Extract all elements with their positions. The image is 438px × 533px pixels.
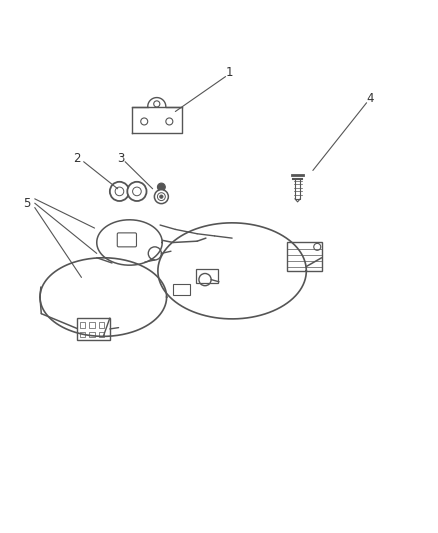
Circle shape xyxy=(157,183,165,191)
FancyBboxPatch shape xyxy=(287,243,321,271)
FancyBboxPatch shape xyxy=(89,322,95,328)
Circle shape xyxy=(110,182,129,201)
FancyBboxPatch shape xyxy=(196,269,218,283)
FancyBboxPatch shape xyxy=(99,332,104,337)
FancyBboxPatch shape xyxy=(173,284,190,295)
Circle shape xyxy=(154,190,168,204)
FancyBboxPatch shape xyxy=(80,332,85,337)
FancyBboxPatch shape xyxy=(117,233,137,247)
Text: 2: 2 xyxy=(73,152,81,165)
FancyBboxPatch shape xyxy=(77,318,110,340)
Text: 5: 5 xyxy=(23,197,31,209)
FancyBboxPatch shape xyxy=(99,322,104,328)
Circle shape xyxy=(115,187,124,196)
Text: 1: 1 xyxy=(226,66,233,79)
FancyBboxPatch shape xyxy=(80,322,85,328)
FancyBboxPatch shape xyxy=(89,332,95,337)
Circle shape xyxy=(157,193,165,200)
Text: 3: 3 xyxy=(117,152,124,165)
Text: 4: 4 xyxy=(366,92,373,105)
Circle shape xyxy=(133,187,141,196)
Circle shape xyxy=(127,182,147,201)
Circle shape xyxy=(159,195,163,198)
